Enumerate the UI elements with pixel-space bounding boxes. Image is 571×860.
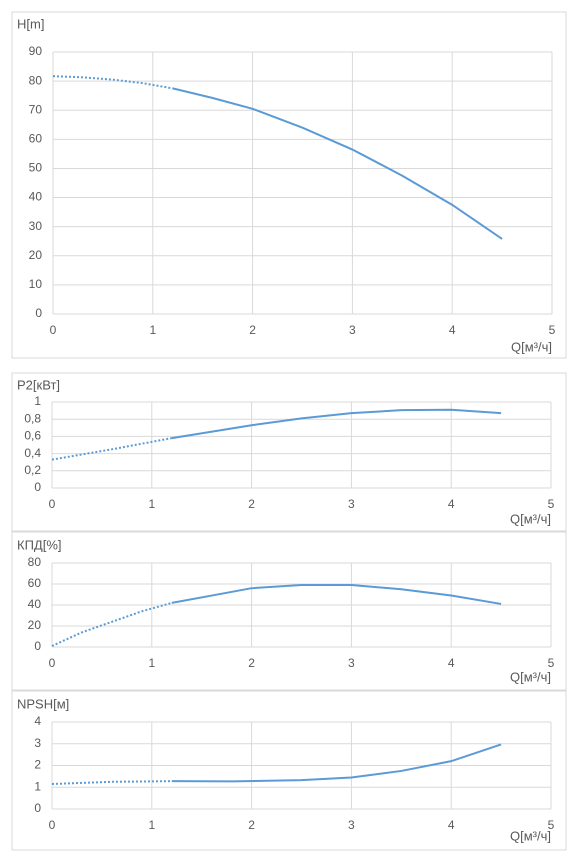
x-tick-label: 5 [548, 818, 555, 832]
y-tick-label: 30 [29, 219, 43, 233]
x-tick-label: 2 [248, 818, 255, 832]
y-tick-label: 20 [29, 248, 43, 262]
curve [51, 601, 173, 647]
x-tick-label: 0 [49, 818, 56, 832]
curve [171, 584, 502, 605]
x-tick-label: 4 [448, 656, 455, 670]
y-axis-label: P2[кВт] [17, 377, 60, 392]
x-tick-label: 2 [248, 656, 255, 670]
x-tick-label: 3 [348, 818, 355, 832]
x-tick-label: 3 [349, 323, 356, 337]
y-tick-label: 60 [29, 132, 43, 146]
curve [171, 743, 502, 783]
x-axis-label: Q[м³/ч] [510, 669, 551, 684]
y-axis-label: H[m] [17, 16, 44, 31]
x-axis-label: Q[м³/ч] [510, 511, 551, 526]
x-tick-label: 1 [149, 323, 156, 337]
curve [172, 87, 503, 240]
y-tick-label: 0 [34, 639, 41, 653]
x-tick-label: 0 [49, 656, 56, 670]
y-tick-label: 0,6 [24, 429, 41, 443]
x-tick-label: 1 [148, 818, 155, 832]
y-tick-label: 90 [29, 44, 43, 58]
curve [52, 75, 173, 90]
curve [51, 437, 172, 461]
x-tick-label: 4 [449, 323, 456, 337]
x-tick-label: 5 [548, 497, 555, 511]
y-tick-label: 0,4 [24, 446, 41, 460]
x-tick-label: 4 [448, 818, 455, 832]
y-tick-label: 1 [34, 779, 41, 793]
y-tick-label: 0 [34, 480, 41, 494]
chart-frame [11, 690, 567, 851]
x-tick-label: 3 [348, 656, 355, 670]
y-tick-label: 1 [34, 394, 41, 408]
y-tick-label: 2 [34, 758, 41, 772]
y-tick-label: 10 [29, 277, 43, 291]
y-tick-label: 4 [34, 714, 41, 728]
x-tick-label: 3 [348, 497, 355, 511]
y-tick-label: 20 [28, 618, 42, 632]
y-tick-label: 80 [29, 73, 43, 87]
x-tick-label: 1 [148, 497, 155, 511]
x-tick-label: 5 [549, 323, 556, 337]
y-tick-label: 3 [34, 736, 41, 750]
y-tick-label: 0,2 [24, 463, 41, 477]
x-tick-label: 2 [249, 323, 256, 337]
x-axis-label: Q[м³/ч] [511, 339, 552, 354]
x-tick-label: 5 [548, 656, 555, 670]
y-tick-label: 40 [29, 190, 43, 204]
x-tick-label: 0 [49, 497, 56, 511]
chart-frame [11, 531, 567, 691]
y-axis-label: КПД[%] [17, 537, 62, 552]
y-tick-label: 50 [29, 161, 43, 175]
y-tick-label: 0 [34, 801, 41, 815]
chart-frame [11, 372, 567, 532]
y-tick-label: 80 [28, 555, 42, 569]
y-tick-label: 70 [29, 102, 43, 116]
x-tick-label: 4 [448, 497, 455, 511]
curve [171, 408, 502, 440]
y-tick-label: 40 [28, 597, 42, 611]
x-tick-label: 2 [248, 497, 255, 511]
chart-frame [11, 11, 567, 359]
y-tick-label: 0,8 [24, 411, 41, 425]
x-tick-label: 0 [50, 323, 57, 337]
x-axis-label: Q[м³/ч] [510, 828, 551, 843]
x-tick-label: 1 [148, 656, 155, 670]
y-tick-label: 60 [28, 576, 42, 590]
y-axis-label: NPSH[м] [17, 696, 69, 711]
y-tick-label: 0 [35, 306, 42, 320]
